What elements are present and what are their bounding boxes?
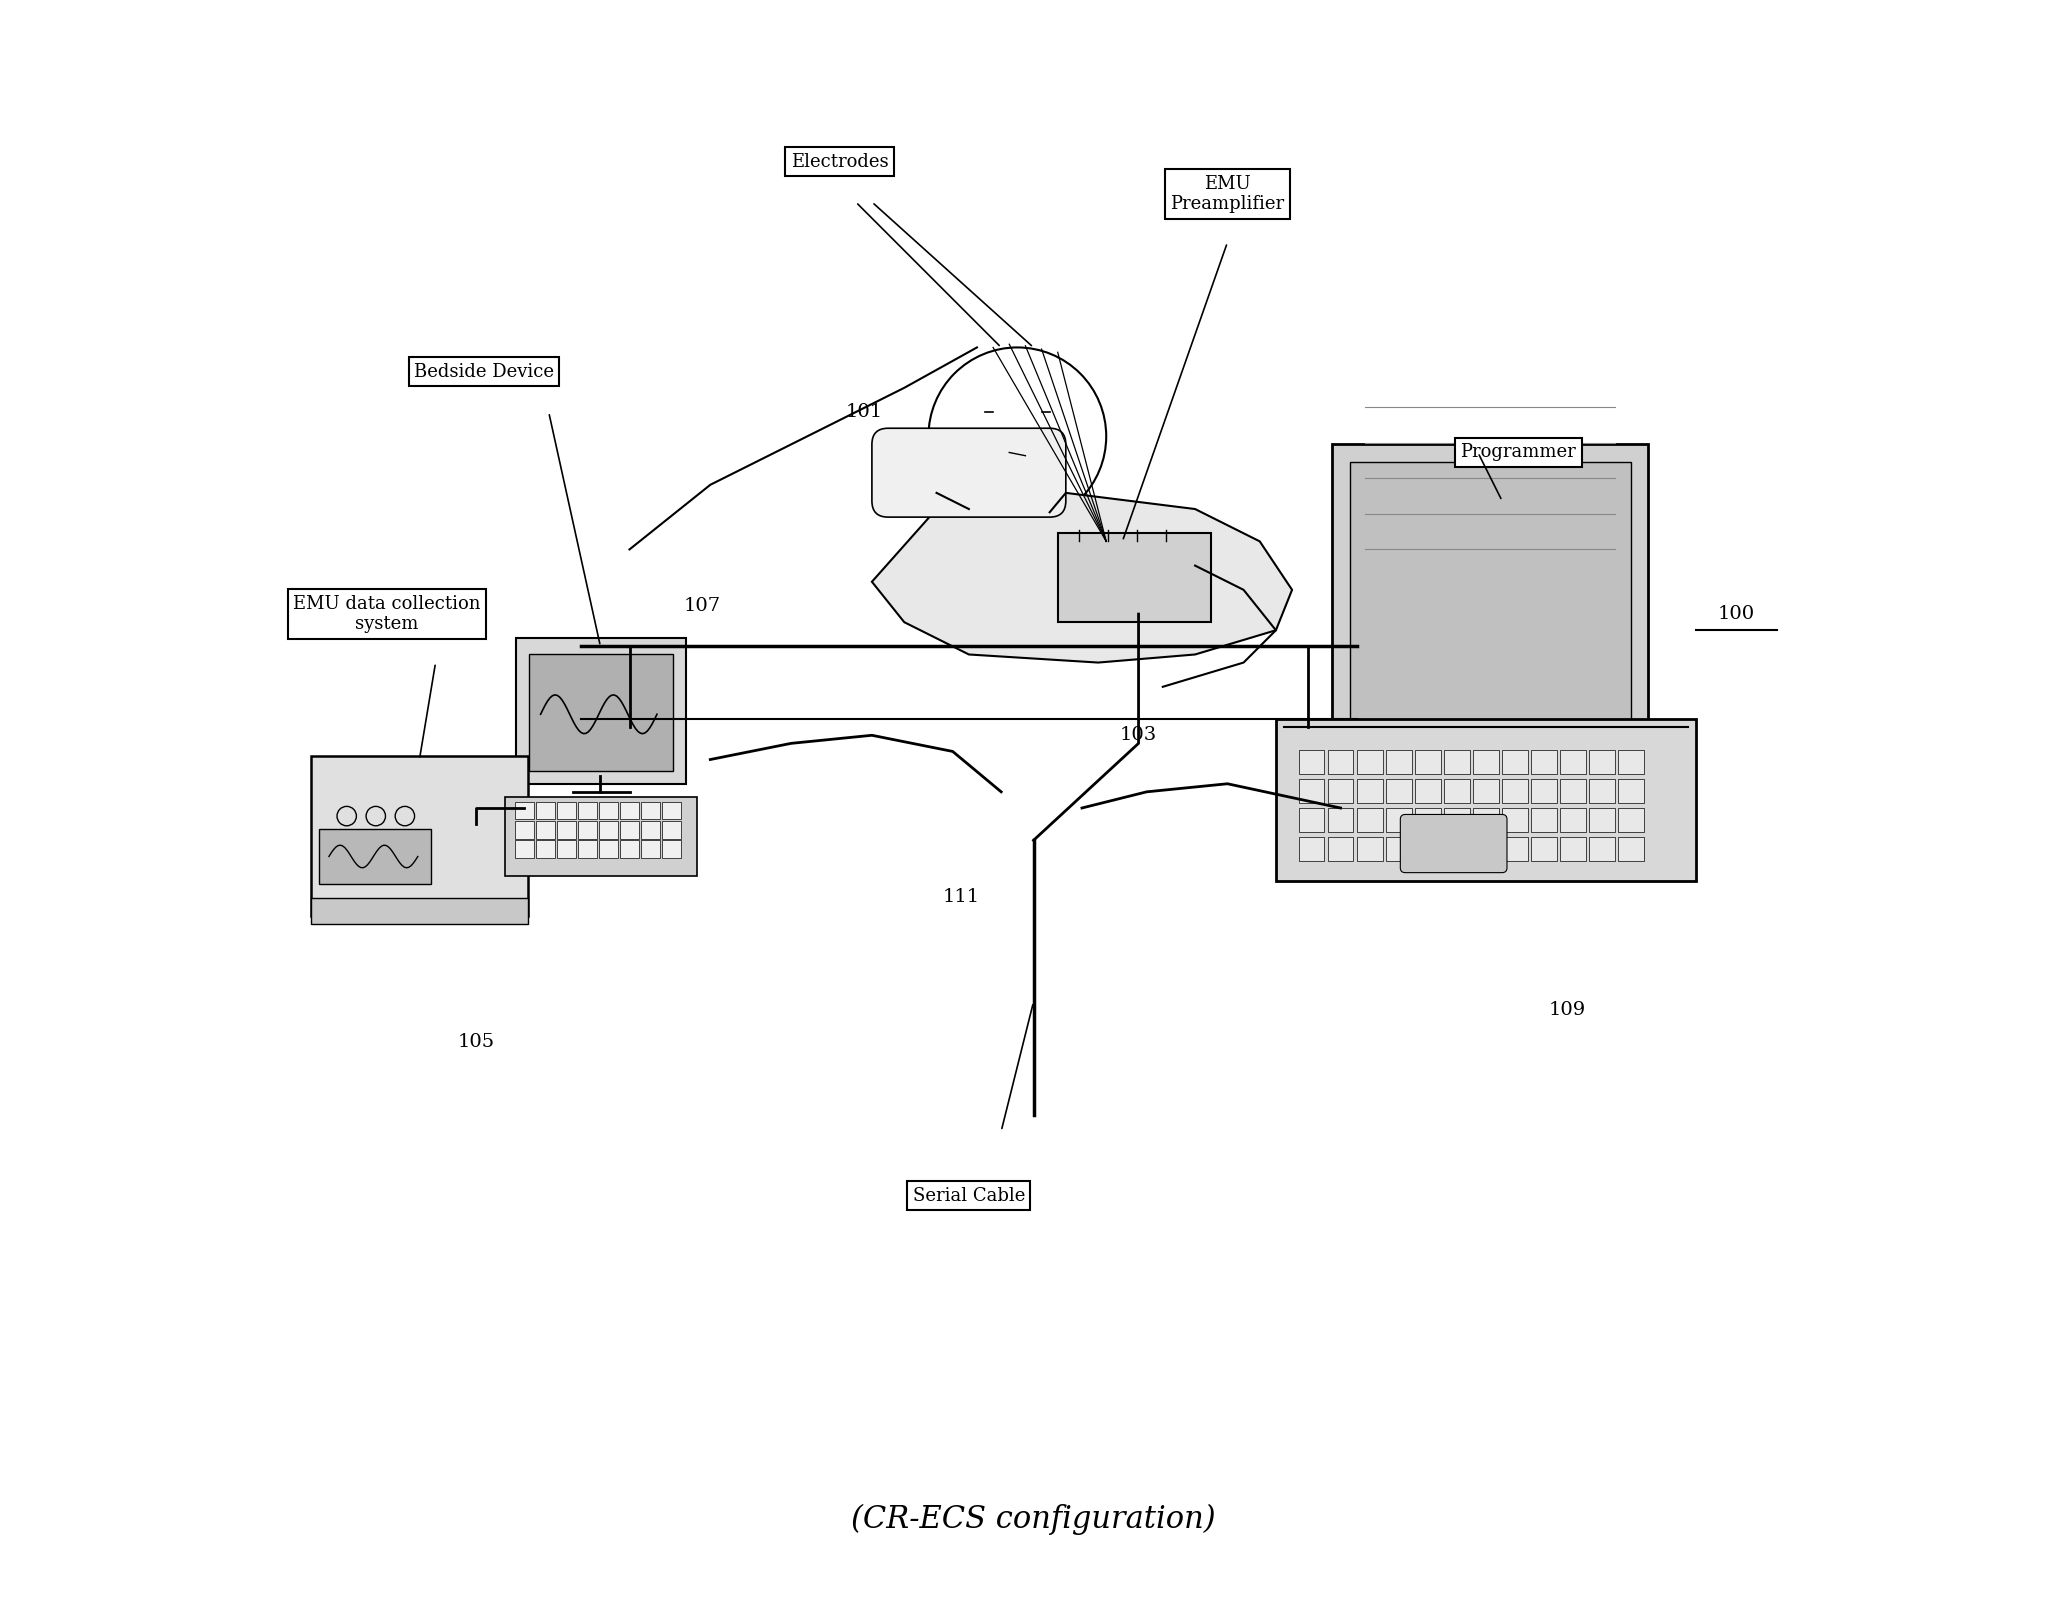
FancyBboxPatch shape — [641, 840, 659, 858]
FancyBboxPatch shape — [1503, 750, 1528, 774]
FancyBboxPatch shape — [1532, 750, 1556, 774]
FancyBboxPatch shape — [1275, 719, 1697, 881]
FancyBboxPatch shape — [535, 821, 556, 839]
FancyBboxPatch shape — [1333, 444, 1647, 743]
Text: 100: 100 — [1718, 604, 1755, 624]
FancyBboxPatch shape — [529, 654, 674, 771]
FancyBboxPatch shape — [579, 821, 597, 839]
Text: EMU data collection
system: EMU data collection system — [294, 595, 482, 633]
Text: 109: 109 — [1548, 1000, 1585, 1020]
FancyBboxPatch shape — [312, 898, 527, 924]
FancyBboxPatch shape — [1385, 779, 1412, 803]
FancyBboxPatch shape — [1356, 750, 1383, 774]
Text: (CR-ECS configuration): (CR-ECS configuration) — [852, 1503, 1215, 1535]
FancyBboxPatch shape — [1416, 808, 1441, 832]
FancyBboxPatch shape — [1503, 808, 1528, 832]
FancyBboxPatch shape — [1474, 750, 1499, 774]
FancyBboxPatch shape — [1618, 837, 1645, 861]
FancyBboxPatch shape — [1385, 750, 1412, 774]
FancyBboxPatch shape — [556, 821, 577, 839]
Text: 107: 107 — [684, 596, 721, 616]
Text: Programmer: Programmer — [1461, 443, 1577, 462]
FancyBboxPatch shape — [1399, 814, 1507, 873]
FancyBboxPatch shape — [1618, 808, 1645, 832]
FancyBboxPatch shape — [1445, 779, 1470, 803]
Text: 103: 103 — [1120, 726, 1158, 745]
FancyBboxPatch shape — [1474, 837, 1499, 861]
FancyBboxPatch shape — [1327, 808, 1354, 832]
FancyBboxPatch shape — [1561, 779, 1585, 803]
FancyBboxPatch shape — [535, 802, 556, 819]
FancyBboxPatch shape — [1298, 808, 1325, 832]
FancyBboxPatch shape — [661, 821, 682, 839]
FancyBboxPatch shape — [535, 840, 556, 858]
FancyBboxPatch shape — [1298, 837, 1325, 861]
Text: EMU
Preamplifier: EMU Preamplifier — [1170, 175, 1284, 213]
FancyBboxPatch shape — [1474, 779, 1499, 803]
Text: 111: 111 — [943, 887, 980, 907]
FancyBboxPatch shape — [1327, 837, 1354, 861]
Text: 101: 101 — [845, 402, 883, 422]
FancyBboxPatch shape — [1590, 750, 1614, 774]
Text: Serial Cable: Serial Cable — [914, 1186, 1025, 1206]
FancyBboxPatch shape — [515, 840, 533, 858]
FancyBboxPatch shape — [1298, 750, 1325, 774]
FancyBboxPatch shape — [312, 756, 527, 916]
FancyBboxPatch shape — [517, 638, 686, 784]
Polygon shape — [872, 493, 1292, 663]
FancyBboxPatch shape — [620, 802, 639, 819]
FancyBboxPatch shape — [1416, 837, 1441, 861]
FancyBboxPatch shape — [641, 821, 659, 839]
FancyBboxPatch shape — [1503, 779, 1528, 803]
FancyBboxPatch shape — [1474, 808, 1499, 832]
Text: Bedside Device: Bedside Device — [413, 362, 554, 381]
FancyBboxPatch shape — [1356, 837, 1383, 861]
FancyBboxPatch shape — [1416, 750, 1441, 774]
FancyBboxPatch shape — [1532, 837, 1556, 861]
FancyBboxPatch shape — [1561, 808, 1585, 832]
FancyBboxPatch shape — [1561, 750, 1585, 774]
Text: 105: 105 — [457, 1033, 494, 1052]
FancyBboxPatch shape — [1298, 779, 1325, 803]
FancyBboxPatch shape — [579, 802, 597, 819]
FancyBboxPatch shape — [1356, 779, 1383, 803]
FancyBboxPatch shape — [599, 840, 618, 858]
FancyBboxPatch shape — [620, 840, 639, 858]
FancyBboxPatch shape — [1532, 779, 1556, 803]
FancyBboxPatch shape — [556, 802, 577, 819]
FancyBboxPatch shape — [1445, 837, 1470, 861]
FancyBboxPatch shape — [1532, 808, 1556, 832]
FancyBboxPatch shape — [1618, 779, 1645, 803]
FancyBboxPatch shape — [1445, 750, 1470, 774]
FancyBboxPatch shape — [661, 802, 682, 819]
FancyBboxPatch shape — [318, 829, 430, 884]
FancyBboxPatch shape — [579, 840, 597, 858]
FancyBboxPatch shape — [1327, 779, 1354, 803]
FancyBboxPatch shape — [515, 802, 533, 819]
FancyBboxPatch shape — [515, 821, 533, 839]
FancyBboxPatch shape — [872, 428, 1067, 517]
FancyBboxPatch shape — [1590, 837, 1614, 861]
FancyBboxPatch shape — [1058, 533, 1211, 622]
FancyBboxPatch shape — [1561, 837, 1585, 861]
FancyBboxPatch shape — [599, 802, 618, 819]
FancyBboxPatch shape — [1385, 808, 1412, 832]
FancyBboxPatch shape — [641, 802, 659, 819]
FancyBboxPatch shape — [661, 840, 682, 858]
FancyBboxPatch shape — [1445, 808, 1470, 832]
FancyBboxPatch shape — [504, 797, 697, 876]
FancyBboxPatch shape — [620, 821, 639, 839]
FancyBboxPatch shape — [1618, 750, 1645, 774]
FancyBboxPatch shape — [1590, 779, 1614, 803]
FancyBboxPatch shape — [1356, 808, 1383, 832]
FancyBboxPatch shape — [1327, 750, 1354, 774]
FancyBboxPatch shape — [1416, 779, 1441, 803]
Text: Electrodes: Electrodes — [792, 152, 889, 171]
FancyBboxPatch shape — [1350, 462, 1631, 727]
FancyBboxPatch shape — [1503, 837, 1528, 861]
FancyBboxPatch shape — [1590, 808, 1614, 832]
FancyBboxPatch shape — [599, 821, 618, 839]
FancyBboxPatch shape — [556, 840, 577, 858]
FancyBboxPatch shape — [1385, 837, 1412, 861]
